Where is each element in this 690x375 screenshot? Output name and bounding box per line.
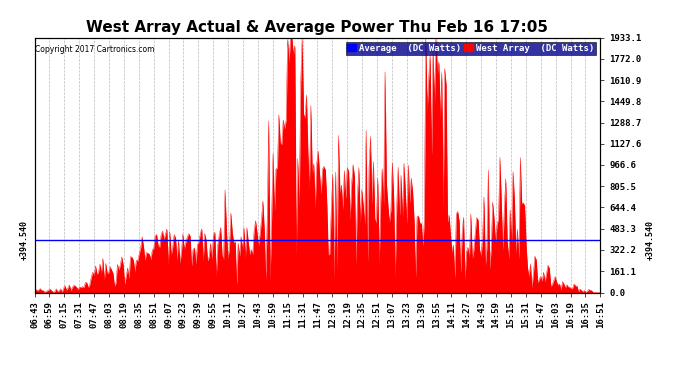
Legend: Average  (DC Watts), West Array  (DC Watts): Average (DC Watts), West Array (DC Watts… — [346, 42, 595, 55]
Text: +394.540: +394.540 — [646, 220, 655, 261]
Title: West Array Actual & Average Power Thu Feb 16 17:05: West Array Actual & Average Power Thu Fe… — [86, 20, 549, 35]
Text: Copyright 2017 Cartronics.com: Copyright 2017 Cartronics.com — [35, 45, 155, 54]
Text: +394.540: +394.540 — [20, 220, 29, 261]
